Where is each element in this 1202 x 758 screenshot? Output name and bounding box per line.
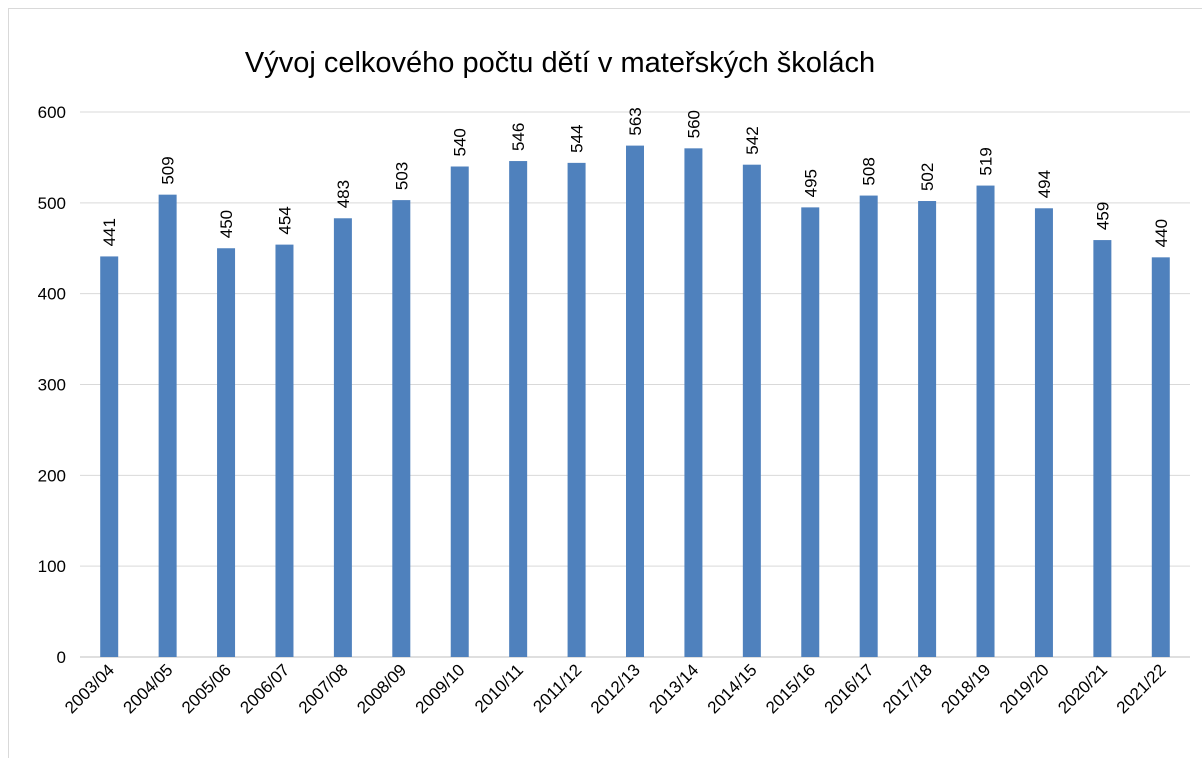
- bar: [742, 164, 761, 657]
- data-label: 495: [801, 169, 820, 197]
- bar: [1093, 240, 1112, 657]
- bar: [392, 200, 411, 657]
- data-label: 542: [743, 126, 762, 154]
- x-tick-label: 2014/15: [704, 660, 761, 717]
- x-tick-label: 2005/06: [178, 660, 235, 717]
- x-tick-label: 2020/21: [1054, 660, 1111, 717]
- bar: [509, 161, 528, 658]
- x-tick-label: 2008/09: [353, 660, 410, 717]
- y-tick-label: 100: [38, 557, 66, 576]
- data-label: 450: [217, 210, 236, 238]
- bar: [158, 194, 177, 658]
- bar: [684, 148, 703, 658]
- y-tick-label: 200: [38, 466, 66, 485]
- x-tick-label: 2010/11: [471, 660, 527, 716]
- y-tick-label: 0: [57, 648, 66, 667]
- bar: [217, 248, 236, 657]
- data-label: 459: [1093, 202, 1112, 230]
- data-label: 483: [334, 180, 353, 208]
- data-label: 508: [860, 157, 879, 185]
- x-tick-label: 2004/05: [120, 660, 177, 717]
- bar: [859, 195, 878, 658]
- data-label: 454: [275, 206, 294, 234]
- bar: [450, 166, 469, 657]
- bar: [275, 244, 294, 657]
- bar: [100, 256, 119, 657]
- data-label: 563: [626, 107, 645, 135]
- data-label: 560: [684, 110, 703, 138]
- x-tick-label: 2011/12: [529, 660, 585, 716]
- chart-title: Vývoj celkového počtu dětí v mateřských …: [245, 47, 875, 79]
- y-tick-label: 600: [38, 103, 66, 122]
- data-label: 509: [159, 156, 178, 184]
- x-tick-label: 2018/19: [937, 660, 994, 717]
- x-tick-label: 2015/16: [762, 660, 819, 717]
- data-label: 544: [568, 124, 587, 152]
- bar: [567, 162, 586, 657]
- x-tick-label: 2016/17: [821, 660, 878, 717]
- data-label: 519: [977, 147, 996, 175]
- y-tick-label: 400: [38, 285, 66, 304]
- data-label: 494: [1035, 170, 1054, 198]
- bar: [626, 145, 644, 657]
- bar: [1151, 257, 1170, 657]
- bar: [918, 201, 937, 657]
- data-label: 546: [509, 123, 528, 151]
- x-tick-label: 2006/07: [236, 660, 293, 717]
- bar: [333, 218, 352, 657]
- data-label: 540: [451, 128, 470, 156]
- x-tick-label: 2019/20: [996, 660, 1053, 717]
- data-label: 503: [392, 162, 411, 190]
- x-tick-label: 2007/08: [295, 660, 352, 717]
- bar: [801, 207, 820, 657]
- y-tick-label: 500: [38, 194, 66, 213]
- x-tick-label: 2012/13: [587, 660, 644, 717]
- x-tick-label: 2009/10: [412, 660, 469, 717]
- x-tick-label: 2003/04: [61, 660, 118, 717]
- bar: [976, 185, 995, 657]
- data-label: 441: [100, 218, 119, 246]
- bar: [1034, 208, 1053, 658]
- chart-border: [8, 8, 1202, 758]
- x-tick-label: 2013/14: [645, 660, 702, 717]
- x-tick-label: 2021/22: [1113, 660, 1170, 717]
- x-tick-label: 2017/18: [879, 660, 936, 717]
- data-label: 502: [918, 163, 937, 191]
- data-label: 440: [1152, 219, 1171, 247]
- y-tick-label: 300: [38, 376, 66, 395]
